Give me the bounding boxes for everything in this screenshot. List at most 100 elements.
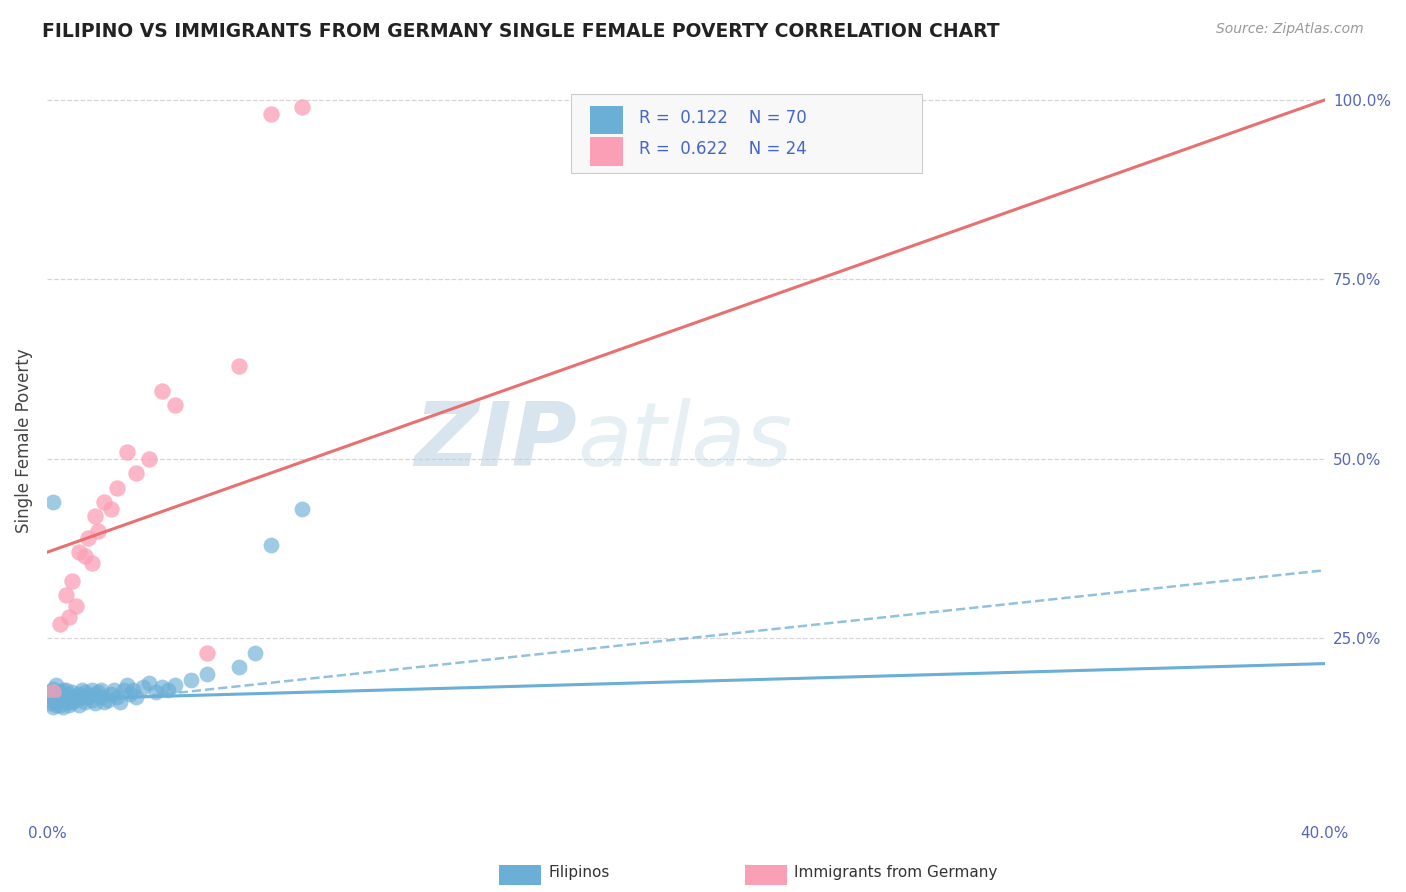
Point [83,509,105,524]
Point [77,531,100,545]
Point [150,384,173,398]
Point [45,678,67,692]
Point [87,524,110,538]
Y-axis label: Single Female Poverty: Single Female Poverty [15,349,32,533]
Point [39,696,62,710]
Point [45,687,67,701]
Point [195,646,218,660]
Point [150,681,173,695]
Point [228,660,250,674]
Point [115,678,138,692]
Point [163,398,186,412]
Point [62,690,84,705]
Point [77,690,100,705]
Point [228,359,250,373]
Point [100,688,122,702]
Point [67,698,90,712]
Point [58,689,80,703]
Point [138,676,160,690]
Point [138,452,160,467]
Bar [591,105,623,134]
Point [42,681,65,696]
Point [42,690,65,705]
Point [125,467,148,481]
Point [55,683,77,698]
Point [65,689,87,703]
Point [45,698,67,712]
Point [48,685,70,699]
Point [55,692,77,706]
Text: FILIPINO VS IMMIGRANTS FROM GERMANY SINGLE FEMALE POVERTY CORRELATION CHART: FILIPINO VS IMMIGRANTS FROM GERMANY SING… [42,22,1000,41]
Text: Filipinos: Filipinos [548,865,610,880]
Point [52,688,75,702]
Point [52,699,75,714]
Point [259,107,281,121]
Point [105,690,128,705]
Point [122,683,145,698]
Point [75,695,97,709]
Point [39,685,62,699]
Point [52,690,75,705]
Text: R =  0.122    N = 70: R = 0.122 N = 70 [638,109,806,127]
Point [42,699,65,714]
Point [291,100,314,114]
Point [145,685,167,699]
Point [83,696,105,710]
Point [90,690,112,705]
Point [67,545,90,559]
Point [48,698,70,712]
Point [118,688,141,702]
Point [48,617,70,632]
Point [58,695,80,709]
Point [291,502,314,516]
Point [65,599,87,614]
Point [42,495,65,509]
Point [80,556,103,570]
Point [103,683,125,698]
Point [80,683,103,698]
Text: ZIP: ZIP [415,398,578,484]
Point [58,698,80,712]
Point [93,695,115,709]
Point [48,692,70,706]
Point [52,683,75,698]
Point [100,502,122,516]
Text: Source: ZipAtlas.com: Source: ZipAtlas.com [1216,22,1364,37]
Point [110,695,132,709]
Point [77,689,100,703]
Point [42,688,65,702]
Point [75,685,97,699]
Point [112,683,135,698]
Point [62,695,84,709]
Point [67,688,90,702]
Point [195,667,218,681]
Point [70,683,93,698]
Point [125,690,148,705]
Point [105,481,128,495]
Bar [591,137,623,166]
Point [45,695,67,709]
Point [65,692,87,706]
Text: R =  0.622    N = 24: R = 0.622 N = 24 [638,140,806,158]
Text: atlas: atlas [578,398,792,484]
Point [39,689,62,703]
Point [115,444,138,458]
Text: Immigrants from Germany: Immigrants from Germany [794,865,998,880]
Point [163,678,186,692]
Point [45,692,67,706]
Point [97,692,120,706]
Point [180,673,202,687]
Point [48,689,70,703]
Point [80,692,103,706]
Point [157,683,180,698]
Point [58,610,80,624]
Point [62,685,84,699]
Point [83,688,105,702]
Point [62,574,84,588]
Point [90,683,112,698]
Point [42,685,65,699]
Point [87,685,110,699]
Point [243,646,266,660]
Point [93,495,115,509]
FancyBboxPatch shape [571,95,922,173]
